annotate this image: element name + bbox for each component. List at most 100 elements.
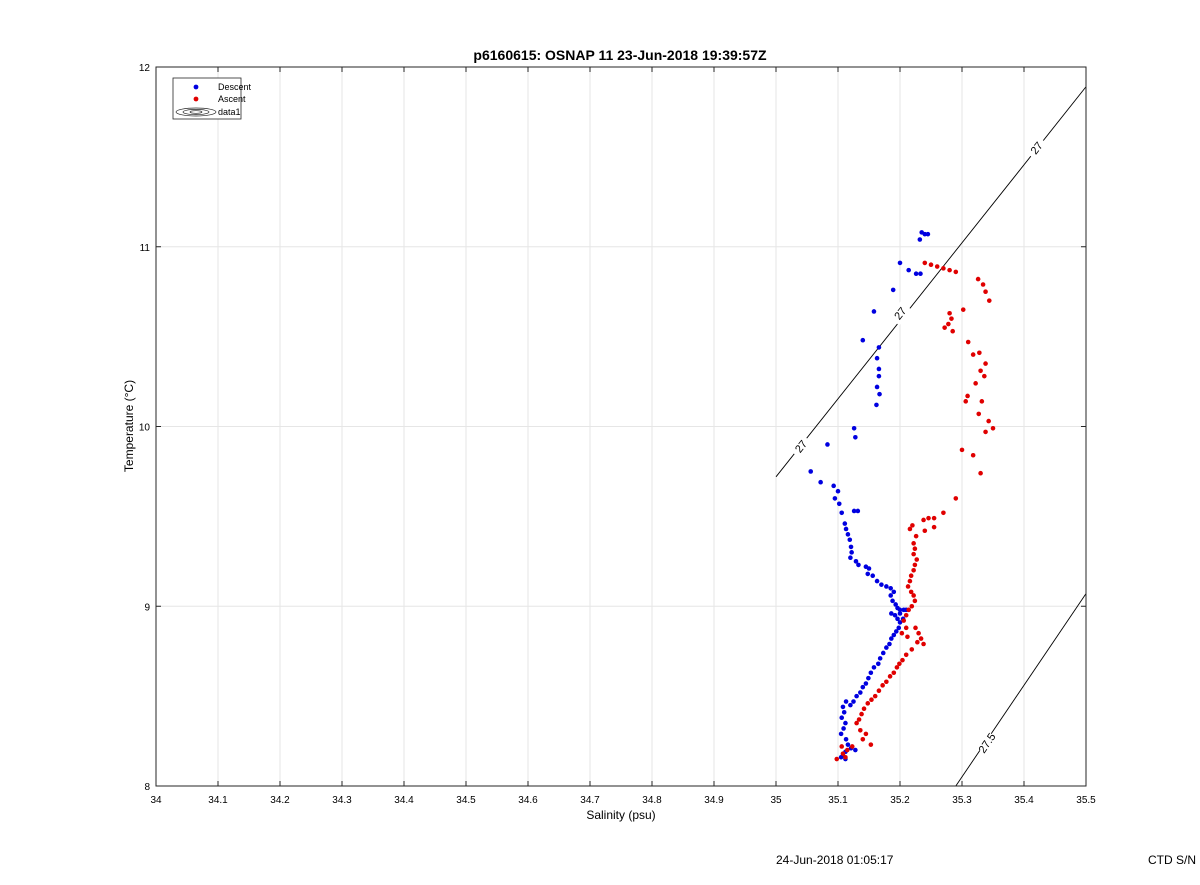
x-tick-label: 35	[770, 795, 782, 806]
data-point	[911, 541, 916, 546]
data-point	[866, 566, 872, 571]
data-point	[832, 496, 838, 501]
data-point	[918, 271, 923, 277]
data-point	[884, 584, 889, 589]
data-point	[863, 681, 869, 686]
data-point	[877, 656, 883, 661]
data-point	[928, 262, 934, 268]
data-point	[860, 736, 866, 742]
x-tick-label: 34.9	[704, 795, 724, 806]
data-point	[959, 447, 965, 453]
x-tick-label: 34.4	[394, 795, 414, 806]
data-point	[859, 711, 864, 717]
data-point	[853, 434, 858, 440]
x-tick-label: 35.2	[890, 795, 910, 806]
data-point	[907, 526, 913, 532]
data-point	[911, 593, 916, 598]
data-point	[965, 339, 971, 345]
data-point	[983, 289, 988, 294]
data-point	[879, 582, 884, 587]
data-point	[880, 683, 885, 688]
data-point	[840, 704, 846, 710]
data-point	[979, 399, 985, 404]
y-tick-label: 9	[144, 602, 150, 613]
data-point	[965, 393, 970, 399]
data-point	[973, 381, 978, 386]
data-point	[946, 321, 951, 327]
data-point	[912, 562, 918, 568]
data-point	[818, 479, 823, 485]
data-point	[838, 754, 844, 760]
data-point	[908, 573, 914, 578]
data-point	[858, 727, 863, 733]
data-point	[887, 641, 892, 647]
data-point	[876, 688, 882, 694]
data-point	[891, 632, 897, 638]
isopycnal-label-bg	[789, 434, 813, 459]
data-point	[887, 674, 893, 679]
data-point	[908, 589, 914, 595]
data-point	[949, 316, 954, 321]
data-point	[903, 652, 909, 658]
data-point	[914, 557, 920, 562]
data-point	[845, 532, 851, 537]
data-point	[876, 345, 882, 350]
x-axis-ticks: 34 34.1 34.2 34.3 34.4 34.5 34.6 34.7 34.8 34.9 35…	[150, 67, 1096, 806]
data-point	[921, 641, 926, 647]
data-point	[897, 607, 903, 613]
data-point	[888, 593, 893, 598]
data-point	[858, 690, 863, 695]
data-point	[903, 612, 909, 618]
legend-ascent-label: Ascent	[218, 94, 246, 104]
data-point	[831, 483, 836, 489]
data-point	[926, 515, 931, 521]
data-point	[905, 584, 911, 589]
data-point	[905, 634, 910, 640]
data-point	[892, 612, 898, 618]
data-point	[854, 693, 859, 699]
data-point	[851, 425, 857, 431]
data-point	[874, 578, 880, 584]
data-point	[921, 517, 926, 523]
grid-lines	[155, 66, 1087, 787]
data-point	[953, 269, 959, 275]
data-point	[866, 675, 871, 681]
data-point	[975, 276, 981, 282]
data-point	[855, 508, 861, 514]
data-point	[880, 650, 886, 656]
isopycnal-contours: 27 27 27 27.5	[775, 86, 1087, 787]
data-point	[982, 373, 987, 379]
data-point	[896, 625, 902, 631]
data-point	[848, 702, 853, 708]
data-point	[895, 616, 900, 622]
data-point	[934, 264, 940, 269]
data-point	[903, 625, 909, 631]
data-point	[941, 510, 946, 516]
isopycnal-line	[955, 593, 1087, 787]
data-point	[978, 368, 983, 374]
y-axis-label: Temperature (°C)	[122, 380, 136, 472]
isopycnal-label: 27	[1029, 140, 1046, 157]
data-point	[856, 717, 862, 722]
legend-box	[172, 77, 242, 120]
data-point	[872, 693, 878, 699]
data-point	[843, 699, 849, 704]
data-point	[869, 697, 874, 703]
data-point	[941, 266, 946, 271]
data-point	[912, 598, 918, 604]
data-point	[840, 751, 846, 756]
data-point	[889, 611, 894, 616]
data-point	[897, 260, 903, 266]
data-point	[841, 726, 846, 731]
data-point	[839, 744, 845, 749]
x-tick-label: 34.7	[580, 795, 600, 806]
data-point	[843, 526, 849, 532]
data-point	[845, 747, 850, 753]
data-point	[871, 665, 877, 670]
data-point	[960, 307, 966, 312]
data-point	[853, 559, 859, 564]
legend-contour-icon	[175, 107, 217, 117]
data-point	[970, 352, 976, 357]
data-point	[890, 287, 896, 293]
footer-ctd-serial: CTD S/N	[1148, 853, 1196, 867]
